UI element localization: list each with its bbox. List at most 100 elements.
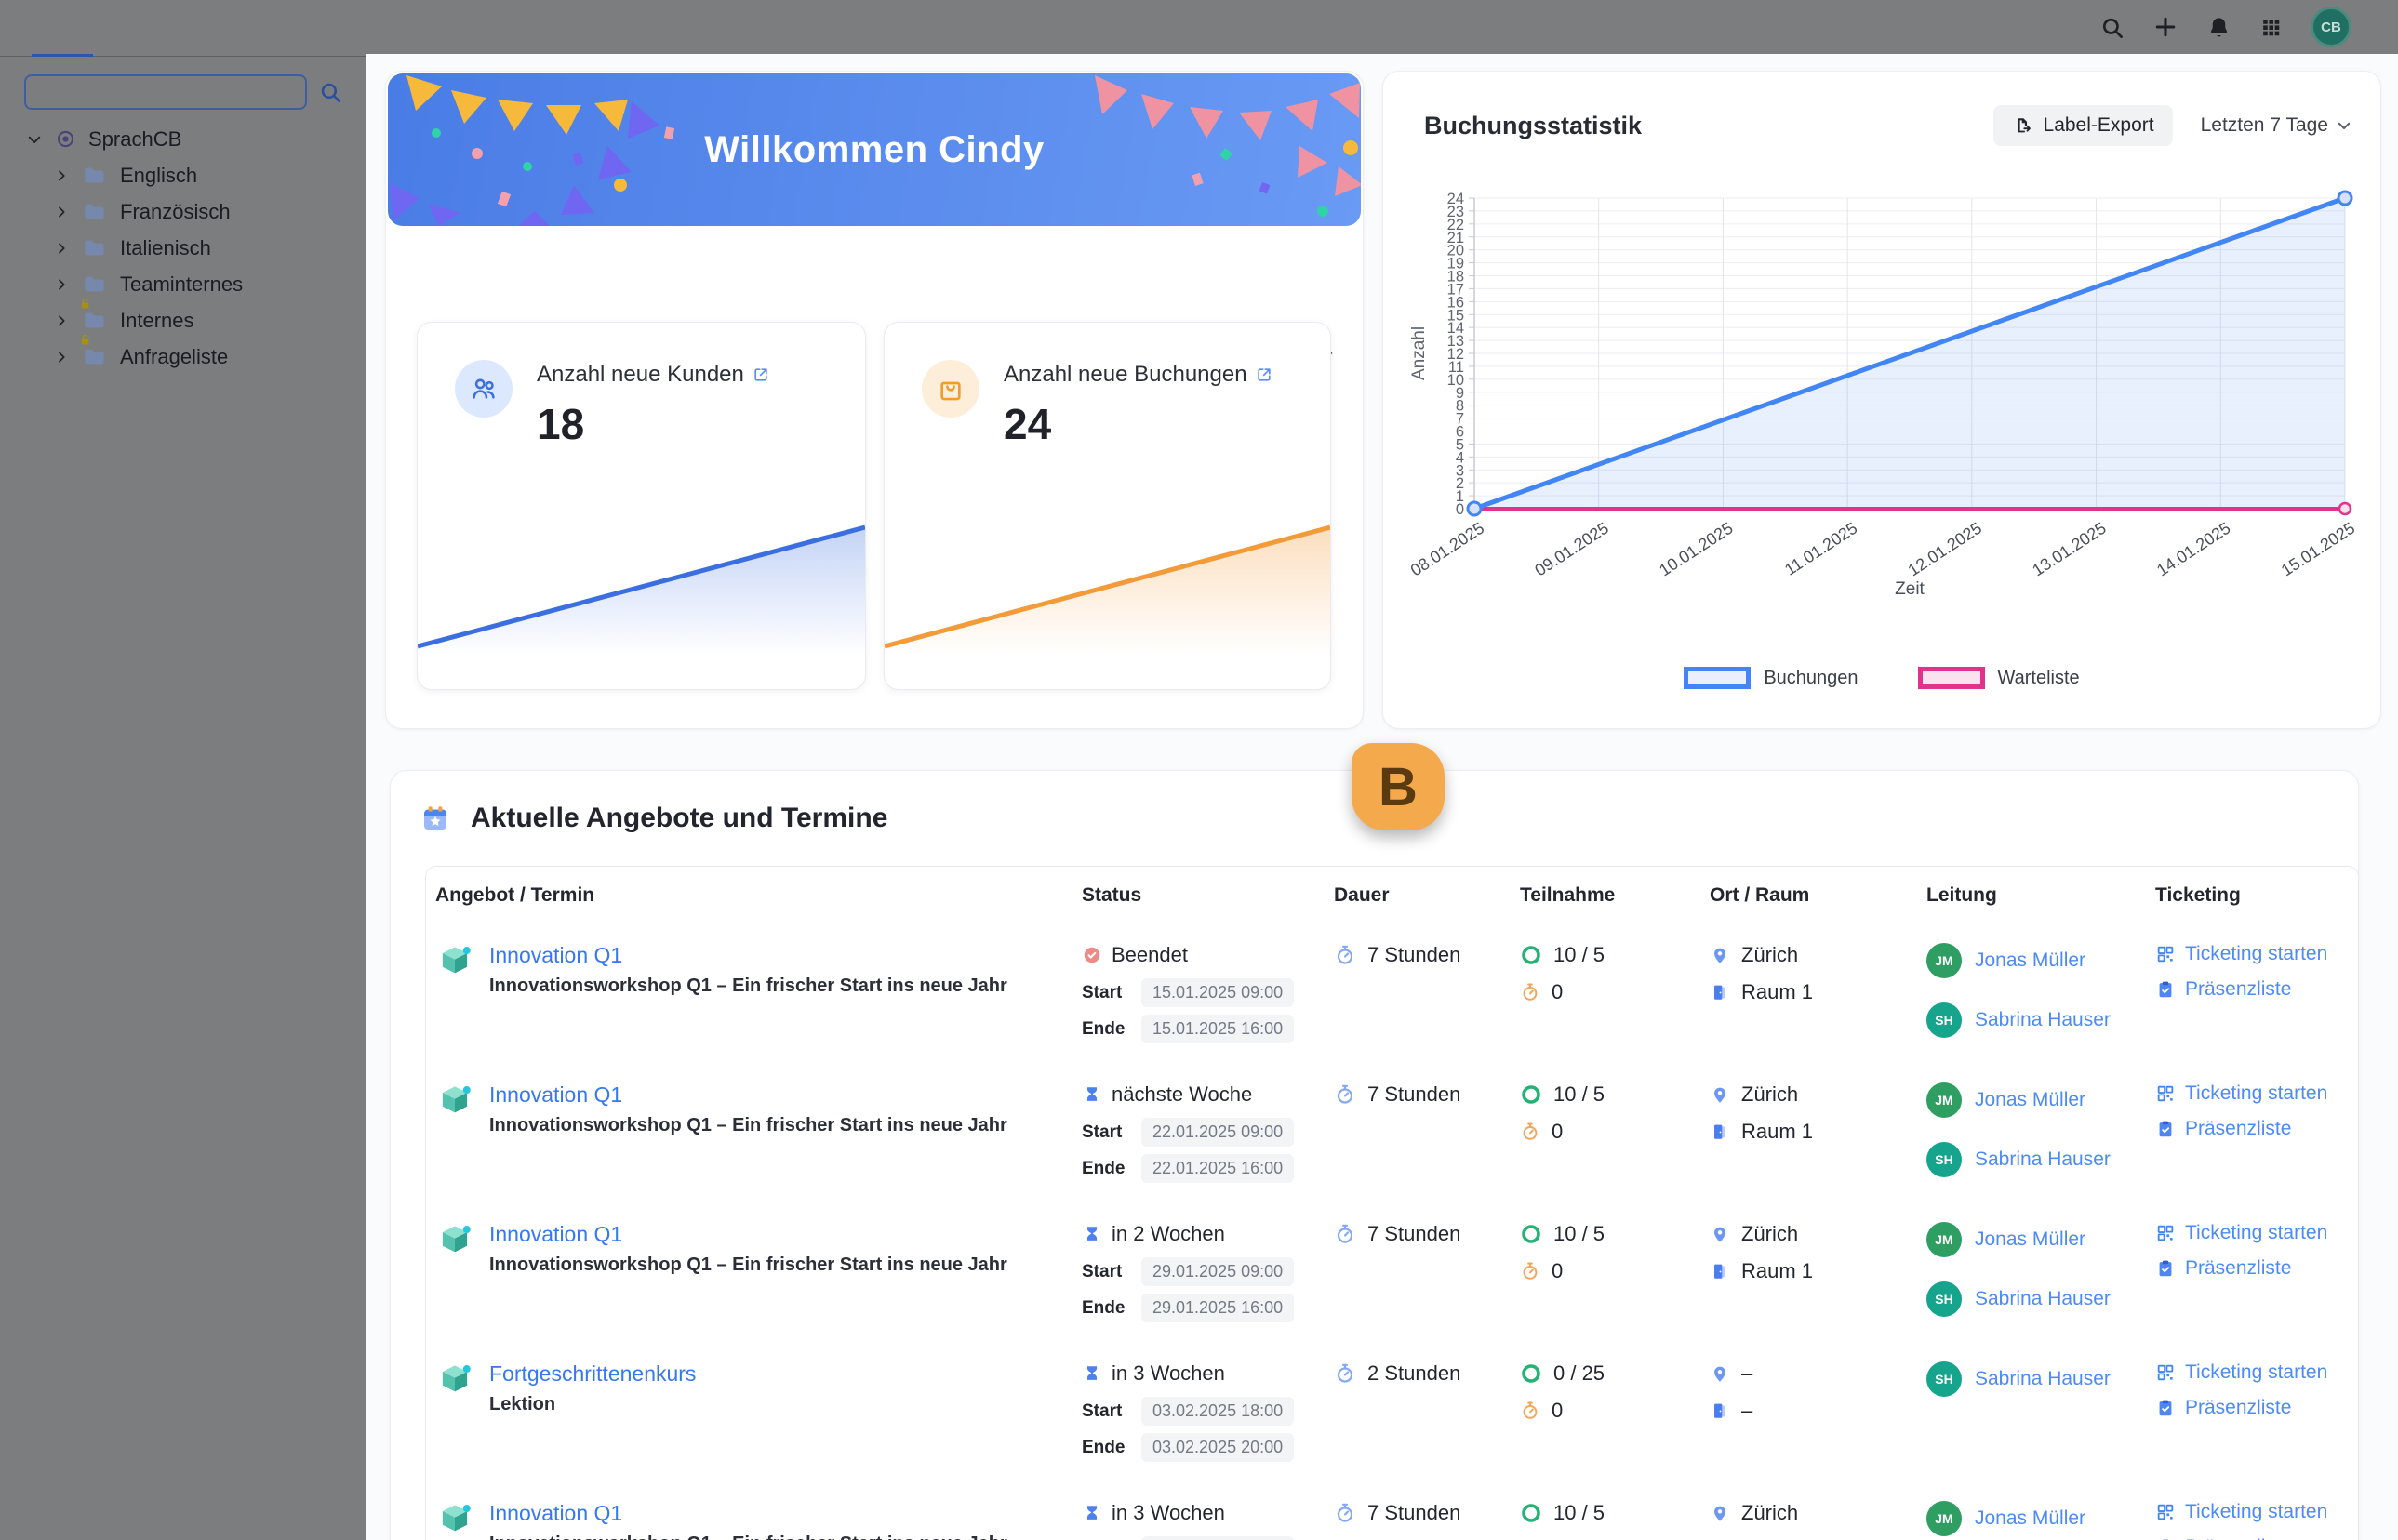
ticketing-start-link[interactable]: Ticketing starten (2185, 1082, 2328, 1104)
leader-link[interactable]: Sabrina Hauser (1975, 1288, 2111, 1309)
attendance-list-link[interactable]: Präsenzliste (2185, 1397, 2292, 1418)
leader-link[interactable]: Sabrina Hauser (1975, 1148, 2111, 1170)
column-header: Angebot / Termin (435, 884, 595, 906)
room-value: Raum 1 (1741, 1538, 1813, 1540)
leader: JM Jonas Müller (1926, 943, 2146, 978)
svg-text:15.01.2025: 15.01.2025 (2278, 519, 2358, 580)
legend-label: Buchungen (1764, 667, 1858, 688)
annotation-badge-b: B (1352, 743, 1445, 830)
offer-link[interactable]: Fortgeschrittenenkurs (489, 1361, 697, 1386)
svg-text:10.01.2025: 10.01.2025 (1656, 519, 1736, 580)
svg-text:14: 14 (1447, 320, 1464, 337)
svg-text:11.01.2025: 11.01.2025 (1781, 519, 1860, 579)
search-icon[interactable] (318, 80, 342, 104)
ticketing-start-link[interactable]: Ticketing starten (2185, 943, 2328, 964)
chevron-right-icon[interactable] (54, 241, 69, 256)
waitlist-stopwatch-icon (1520, 982, 1540, 1002)
leader-avatar: JM (1926, 1082, 1962, 1118)
offer-subtitle: Innovationsworkshop Q1 – Ein frischer St… (489, 1115, 1007, 1135)
table-row: Innovation Q1 Innovationsworkshop Q1 – Ei… (426, 924, 2358, 1064)
external-link-icon[interactable] (1255, 365, 1273, 384)
leader-link[interactable]: Jonas Müller (1975, 1089, 2086, 1110)
column-header: Status (1082, 884, 1142, 906)
welcome-banner: Willkommen Cindy (388, 73, 1361, 226)
svg-text:16: 16 (1447, 294, 1464, 311)
apps-grid-icon[interactable] (2259, 16, 2283, 39)
qr-code-icon (2155, 1502, 2176, 1522)
end-value: 22.01.2025 16:00 (1141, 1154, 1295, 1183)
chart-period-dropdown[interactable]: Letzten 7 Tage (2201, 114, 2352, 137)
label-export-button[interactable]: Label-Export (1992, 105, 2173, 146)
attendance-list-link[interactable]: Präsenzliste (2185, 1257, 2292, 1279)
plus-icon[interactable] (2152, 14, 2178, 40)
end-label: Ende (1082, 1158, 1126, 1178)
leader-avatar: SH (1926, 1361, 1962, 1397)
attendance-list-link[interactable]: Präsenzliste (2185, 1536, 2291, 1540)
tree-item-anfrageliste[interactable]: Anfrageliste (0, 334, 366, 375)
tree-item-internes[interactable]: Internes (0, 298, 366, 339)
ticketing-start-link[interactable]: Ticketing starten (2185, 1222, 2328, 1243)
svg-text:4: 4 (1456, 449, 1464, 466)
tree-item-englisch[interactable]: Englisch (0, 157, 366, 193)
start-label: Start (1082, 1122, 1123, 1142)
chevron-right-icon[interactable] (54, 168, 69, 183)
user-avatar[interactable]: CB (2311, 7, 2351, 47)
waitlist-stopwatch-icon (1520, 1122, 1540, 1142)
room-value: Raum 1 (1741, 980, 1814, 1003)
radio-icon (56, 129, 75, 149)
leader-avatar: SH (1926, 1002, 1962, 1038)
sparkline-bookings (885, 507, 1330, 656)
offer-link[interactable]: Innovation Q1 (489, 1082, 623, 1107)
leader-link[interactable]: Sabrina Hauser (1975, 1368, 2111, 1389)
svg-text:17: 17 (1447, 281, 1464, 298)
tree-item-französisch[interactable]: Französisch (0, 193, 366, 230)
stat-card-new-bookings: Anzahl neue Buchungen 24 (884, 322, 1331, 690)
chart-legend: Buchungen Warteliste (1383, 667, 2380, 689)
ticketing-start-link[interactable]: Ticketing starten (2185, 1361, 2328, 1383)
leader-link[interactable]: Sabrina Hauser (1975, 1009, 2111, 1030)
leader-avatar: SH (1926, 1281, 1962, 1317)
sidebar-search-input[interactable] (24, 74, 307, 110)
offer-link[interactable]: Innovation Q1 (489, 1222, 623, 1246)
leader-link[interactable]: Jonas Müller (1975, 1228, 2086, 1250)
svg-text:09.01.2025: 09.01.2025 (1531, 519, 1611, 580)
map-pin-icon (1710, 1363, 1730, 1384)
search-icon[interactable] (2099, 15, 2125, 40)
users-icon (469, 374, 499, 404)
ticketing-start-link[interactable]: Ticketing starten (2185, 1501, 2328, 1522)
participants-value: 0 / 25 (1553, 1361, 1605, 1385)
city-value: Zürich (1741, 1082, 1799, 1106)
attendance-list-link[interactable]: Präsenzliste (2185, 978, 2292, 1000)
table-row: Innovation Q1 Innovationsworkshop Q1 – Ei… (426, 1203, 2358, 1343)
offer-link[interactable]: Innovation Q1 (489, 943, 623, 967)
tree-root-sprachcb[interactable]: SprachCB (0, 121, 366, 157)
tree-item-teaminternes[interactable]: Teaminternes (0, 266, 366, 302)
offer-link[interactable]: Innovation Q1 (489, 1501, 623, 1525)
bell-icon[interactable] (2206, 15, 2231, 40)
cube-icon (435, 1082, 474, 1183)
svg-text:3: 3 (1456, 462, 1464, 479)
qr-code-icon (2155, 1362, 2176, 1383)
status-label: in 2 Wochen (1112, 1222, 1225, 1245)
leader-link[interactable]: Jonas Müller (1975, 949, 2086, 971)
duration-value: 7 Stunden (1367, 1082, 1461, 1106)
attendance-list-link[interactable]: Präsenzliste (2185, 1118, 2292, 1139)
chevron-right-icon[interactable] (54, 350, 69, 365)
chevron-down-icon[interactable] (26, 131, 43, 148)
legend-item-buchungen[interactable]: Buchungen (1684, 667, 1858, 689)
tree-item-italienisch[interactable]: Italienisch (0, 230, 366, 266)
external-link-icon[interactable] (752, 365, 770, 384)
leader-avatar: JM (1926, 1501, 1962, 1536)
leader: JM Jonas Müller (1926, 1082, 2146, 1118)
chevron-right-icon[interactable] (54, 313, 69, 328)
tree-item-label: Italienisch (120, 235, 211, 259)
chevron-right-icon[interactable] (54, 277, 69, 292)
legend-item-warteliste[interactable]: Warteliste (1917, 667, 2080, 689)
svg-text:08.01.2025: 08.01.2025 (1407, 519, 1487, 580)
svg-text:7: 7 (1456, 411, 1464, 428)
leader-link[interactable]: Jonas Müller (1975, 1507, 2086, 1529)
chevron-right-icon[interactable] (54, 205, 69, 219)
stat-value: 18 (537, 400, 585, 449)
duration-value: 2 Stunden (1367, 1361, 1461, 1385)
